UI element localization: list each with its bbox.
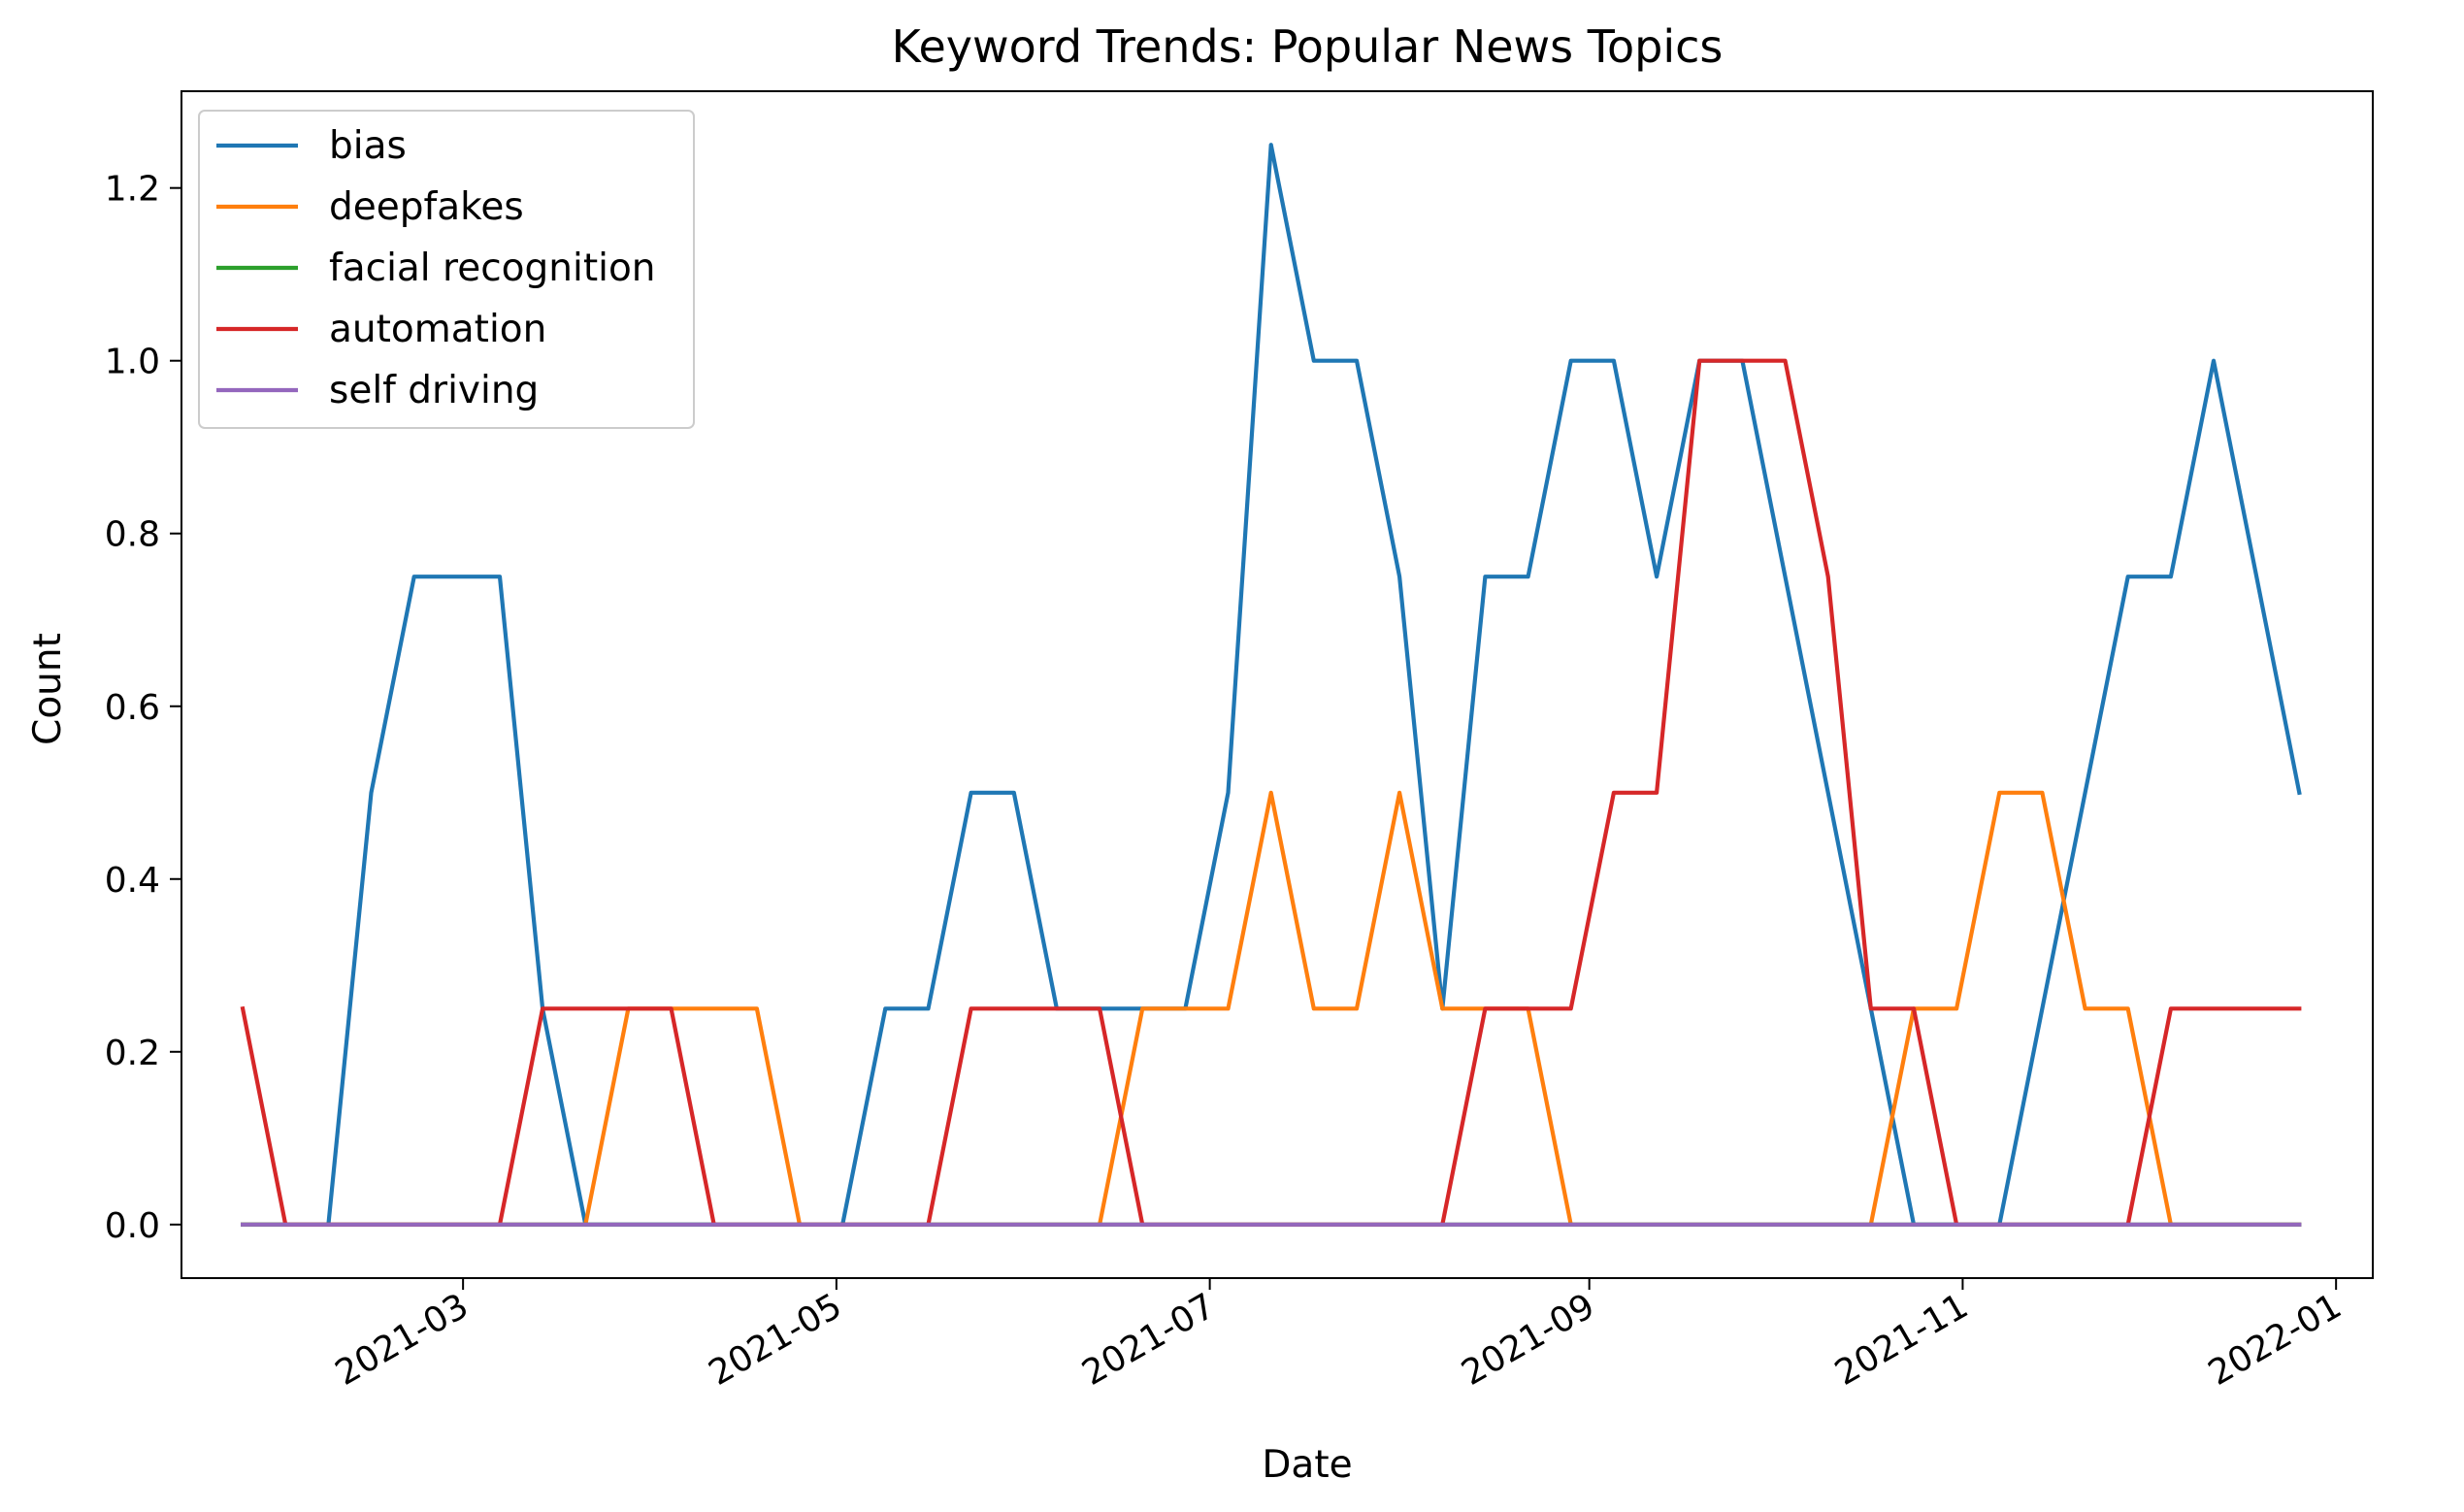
- y-tick-label: 1.0: [105, 343, 160, 382]
- legend-label-automation: automation: [329, 308, 546, 351]
- plot-frame: [181, 90, 2374, 1279]
- y-tick-label: 0.4: [105, 861, 160, 901]
- y-axis-title: Count: [26, 633, 70, 745]
- y-tick-label: 0.8: [105, 515, 160, 555]
- y-tick-label: 0.6: [105, 688, 160, 728]
- y-tick-label: 0.0: [105, 1206, 160, 1246]
- y-axis: 0.0 0.2 0.4 0.6 0.8 1.0 1.2: [105, 170, 181, 1246]
- y-tick-label: 0.2: [105, 1034, 160, 1073]
- legend-label-facial-recognition: facial recognition: [329, 247, 656, 290]
- legend-label-deepfakes: deepfakes: [329, 185, 524, 229]
- x-axis-title: Date: [1262, 1443, 1352, 1487]
- plot-area: [240, 143, 2302, 1227]
- y-tick-label: 1.2: [105, 170, 160, 210]
- legend-box: [198, 110, 695, 429]
- legend: bias deepfakes facial recognition automatio…: [198, 110, 695, 429]
- legend-label-bias: bias: [329, 124, 407, 168]
- chart-title: Keyword Trends: Popular News Topics: [892, 20, 1724, 73]
- legend-label-self-driving: self driving: [329, 369, 539, 412]
